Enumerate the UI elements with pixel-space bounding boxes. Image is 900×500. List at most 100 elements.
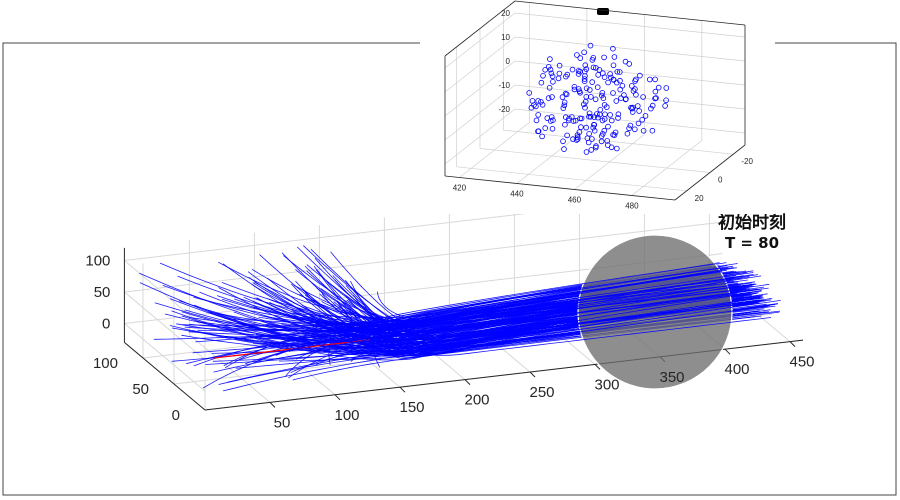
scatter-point [569,66,576,73]
trajectory-line [293,267,724,318]
grid-line [124,260,206,329]
scatter-point [566,115,572,122]
scatter-point [591,122,598,128]
scatter-point [629,109,636,115]
scatter-point [627,122,634,129]
inset-z-tick-label: -10 [498,81,510,90]
scatter-point [605,79,611,86]
inset-x-tick-label: 420 [453,184,467,193]
scatter-point [630,88,637,94]
trajectory-line [314,257,764,347]
scatter-point [565,117,572,124]
scatter-point [562,121,568,128]
inset-axes [444,0,746,201]
inset-3d-scatter: 420 440 460 480 -20 0 20 20 10 0 -10 -20 [420,0,775,214]
scatter-point [544,115,551,121]
scatter-point [639,117,645,123]
scatter-point [655,84,662,91]
scatter-point [628,83,635,89]
scatter-point [559,94,566,100]
inset-z-tick-label: 0 [506,57,511,66]
scatter-point [598,138,605,145]
scatter-point [601,54,607,61]
scatter-point [636,108,642,114]
scatter-point [663,85,670,91]
scatter-point [615,115,621,121]
scatter-point [586,87,593,93]
inset-tick-labels: 420 440 460 480 -20 0 20 20 10 0 -10 -20 [453,9,754,211]
x-tick-label: 450 [789,354,814,371]
inset-y-tick-label: -20 [741,157,753,166]
x-tick-label: 400 [724,361,749,378]
trajectory-line [336,289,757,339]
scatter-point [652,88,659,95]
scatter-point [547,118,554,124]
scatter-point [610,45,616,52]
scatter-point [556,62,563,69]
trajectory-line [253,303,741,345]
scatter-point [571,86,578,93]
scatter-point [581,76,588,82]
x-tick-mark [724,348,731,355]
scatter-point [592,96,599,103]
trajectory-line [251,268,717,323]
scatter-point [574,134,581,141]
scatter-point [605,123,611,130]
scatter-point [577,68,583,75]
x-tick-mark [269,402,276,408]
trajectory-line [340,292,752,351]
scatter-point [582,98,589,105]
scatter-point [548,70,555,77]
scatter-point [590,64,597,71]
scatter-point [533,117,540,124]
scatter-point [577,55,584,61]
inset-x-tick-label: 440 [510,190,524,199]
annotation-line2: T = 80 [725,234,779,252]
scatter-point [549,94,555,100]
inset-grid-line [444,84,516,141]
scatter-point [599,70,606,76]
inset-grid-line [444,108,516,165]
trajectory-line [316,291,742,343]
scatter-point [592,144,599,151]
z-tick-label: 100 [85,253,110,270]
inset-axis-line [444,0,516,57]
inset-grid-line [514,12,746,38]
scatter-point [598,92,605,99]
y-tick-label: 50 [132,381,149,398]
inset-grid-line [479,148,711,173]
trajectory-line [252,282,768,354]
scatter-point [624,130,631,137]
scatter-point [586,110,593,117]
scatter-point [561,102,568,109]
scatter-point [535,98,541,104]
scatter-point [610,77,617,83]
inset-grid-line [514,60,746,86]
scatter-point [563,91,570,98]
scatter-point [633,76,639,83]
inset-x-tick-label: 480 [625,202,639,211]
scatter-point [663,97,669,104]
scatter-point [623,96,629,102]
scatter-point [629,105,635,112]
scatter-point [528,104,535,111]
scatter-point [583,85,590,92]
scatter-point [539,102,546,108]
scatter-point [562,90,569,97]
x-tick-label: 250 [529,384,554,401]
scatter-point [550,79,556,85]
x-tick-mark [529,371,536,378]
scatter-point [622,58,629,65]
trajectory-line [193,288,747,328]
scatter-point [591,127,598,134]
scatter-point [652,95,658,102]
x-tick-label: 150 [399,399,424,416]
scatter-point [611,54,618,60]
y-axis-line [124,342,206,411]
z-tick-label: 0 [102,316,110,333]
inset-grid-line [444,12,516,69]
x-tick-mark [464,379,471,385]
scatter-point [561,146,567,152]
inset-grid-line [444,36,516,93]
